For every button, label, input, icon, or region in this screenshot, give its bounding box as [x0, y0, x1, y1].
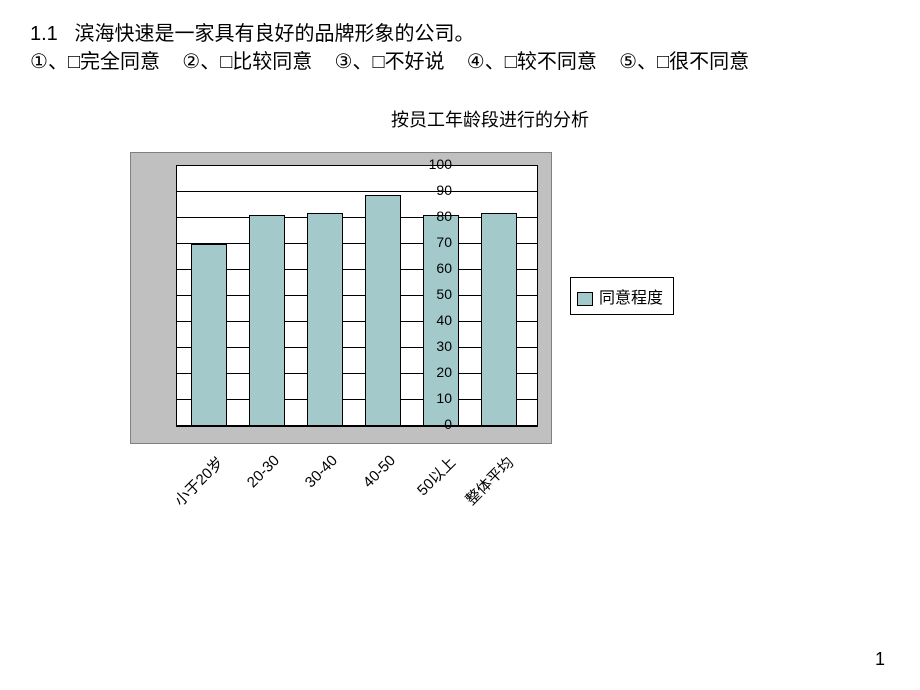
option-4: ④、□较不同意	[467, 51, 603, 73]
chart-area	[130, 152, 552, 444]
bar	[481, 213, 517, 426]
option-1: ①、□完全同意	[30, 51, 166, 73]
x-tick-label: 30-40	[272, 452, 341, 521]
option-2: ②、□比较同意	[182, 51, 318, 73]
option-5: ⑤、□很不同意	[619, 51, 749, 73]
x-tick-label: 20-30	[214, 452, 283, 521]
x-tick-label: 50以上	[388, 452, 459, 523]
question-text: 滨海快速是一家具有良好的品牌形象的公司。	[75, 23, 475, 45]
y-tick-label: 10	[412, 390, 452, 406]
bar	[365, 195, 401, 426]
y-tick-label: 0	[412, 416, 452, 432]
y-tick-label: 90	[412, 182, 452, 198]
question-number: 1.1	[30, 23, 58, 45]
options-line: ①、□完全同意 ②、□比较同意 ③、□不好说 ④、□较不同意 ⑤、□很不同意	[0, 48, 920, 76]
option-3: ③、□不好说	[335, 51, 451, 73]
x-tick-label: 整体平均	[446, 452, 517, 523]
y-tick-label: 40	[412, 312, 452, 328]
chart-title: 按员工年龄段进行的分析	[0, 106, 920, 132]
chart-container: 0102030405060708090100 小于20岁20-3030-4040…	[130, 152, 830, 444]
bar	[191, 244, 227, 426]
y-tick-label: 100	[412, 156, 452, 172]
gridline	[177, 191, 537, 192]
bar	[249, 215, 285, 426]
legend-label: 同意程度	[599, 290, 663, 307]
legend: 同意程度	[570, 277, 674, 315]
legend-swatch	[577, 292, 593, 306]
plot-area	[176, 165, 538, 427]
y-tick-label: 30	[412, 338, 452, 354]
bar	[307, 213, 343, 426]
y-tick-label: 50	[412, 286, 452, 302]
x-tick-label: 40-50	[330, 452, 399, 521]
gridline	[177, 165, 537, 166]
y-tick-label: 60	[412, 260, 452, 276]
question-block: 1.1 滨海快速是一家具有良好的品牌形象的公司。	[0, 0, 920, 48]
y-tick-label: 80	[412, 208, 452, 224]
page-number: 1	[875, 649, 885, 670]
y-tick-label: 70	[412, 234, 452, 250]
y-tick-label: 20	[412, 364, 452, 380]
x-tick-label: 小于20岁	[156, 452, 227, 523]
